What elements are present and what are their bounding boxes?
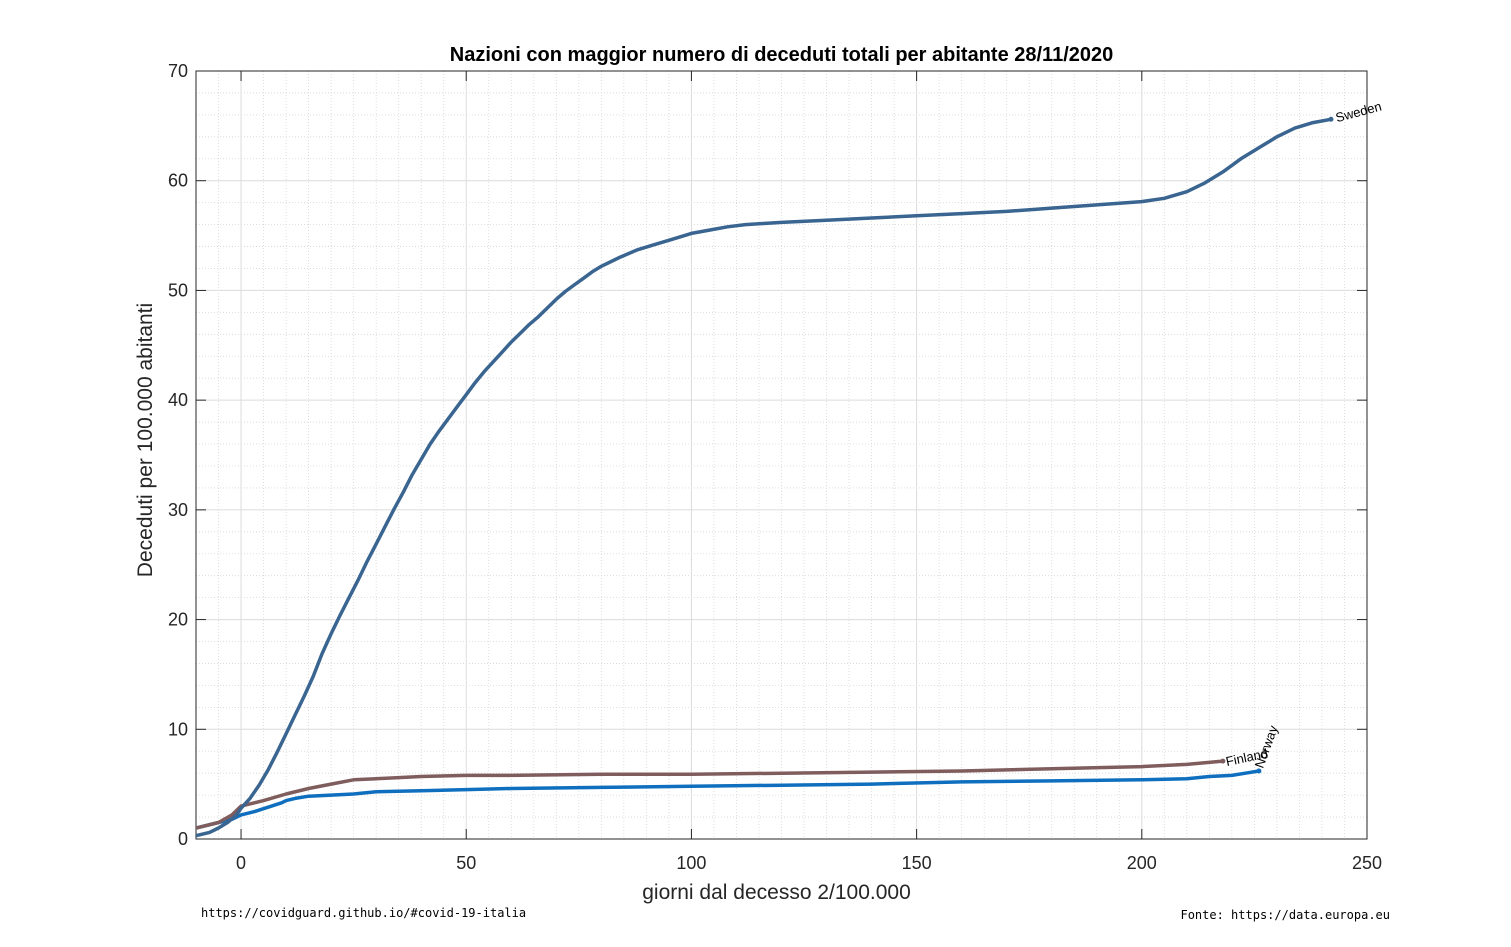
x-tick-label: 250 [1352,853,1382,873]
y-tick-label: 0 [178,829,188,849]
x-tick-label: 100 [676,853,706,873]
chart-title: Nazioni con maggior numero di deceduti t… [450,44,1114,66]
x-axis-label: giorni dal decesso 2/100.000 [642,881,911,904]
series-end-marker-sweden [1328,116,1334,122]
y-tick-label: 10 [168,719,188,739]
source-url-footnote: https://covidguard.github.io/#covid-19-i… [201,906,527,920]
series-end-marker-finland [1220,758,1226,764]
y-tick-label: 40 [168,390,188,410]
y-tick-label: 70 [168,61,188,81]
series-end-marker-norway [1256,768,1262,774]
y-axis-label: Deceduti per 100.000 abitanti [134,303,157,577]
series-line-finland [196,759,1225,830]
x-tick-label: 150 [902,853,932,873]
x-tick-label: 0 [236,853,246,873]
series-line-sweden [196,117,1333,838]
y-tick-label: 60 [168,171,188,191]
y-tick-label: 30 [168,500,188,520]
x-tick-label: 50 [456,853,476,873]
y-tick-label: 20 [168,610,188,630]
data-source-footnote: Fonte: https://data.europa.eu [1180,908,1390,922]
series-line-norway [196,769,1261,830]
axes-frame [195,70,1368,840]
x-tick-label: 200 [1127,853,1157,873]
y-tick-label: 50 [168,280,188,300]
